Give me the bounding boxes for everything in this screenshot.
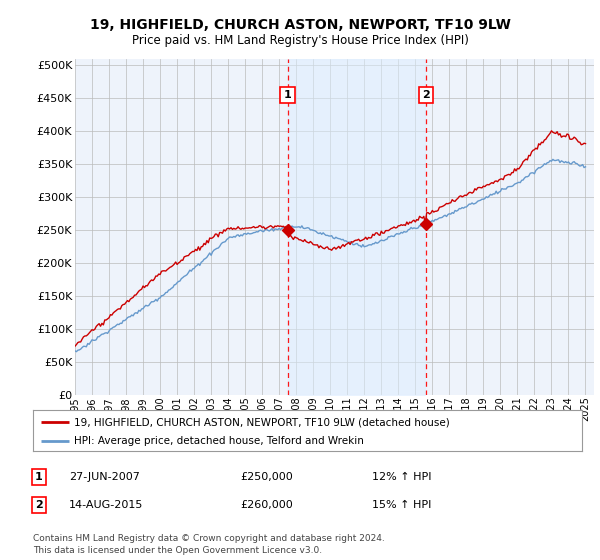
Text: 2: 2 bbox=[422, 90, 430, 100]
Text: Price paid vs. HM Land Registry's House Price Index (HPI): Price paid vs. HM Land Registry's House … bbox=[131, 34, 469, 47]
Text: 19, HIGHFIELD, CHURCH ASTON, NEWPORT, TF10 9LW (detached house): 19, HIGHFIELD, CHURCH ASTON, NEWPORT, TF… bbox=[74, 417, 450, 427]
Text: Contains HM Land Registry data © Crown copyright and database right 2024.
This d: Contains HM Land Registry data © Crown c… bbox=[33, 534, 385, 555]
Text: £250,000: £250,000 bbox=[240, 472, 293, 482]
Text: £260,000: £260,000 bbox=[240, 500, 293, 510]
Text: 19, HIGHFIELD, CHURCH ASTON, NEWPORT, TF10 9LW: 19, HIGHFIELD, CHURCH ASTON, NEWPORT, TF… bbox=[89, 18, 511, 32]
Text: 1: 1 bbox=[284, 90, 292, 100]
Text: HPI: Average price, detached house, Telford and Wrekin: HPI: Average price, detached house, Telf… bbox=[74, 436, 364, 446]
Text: 2: 2 bbox=[35, 500, 43, 510]
Text: 15% ↑ HPI: 15% ↑ HPI bbox=[372, 500, 431, 510]
Text: 12% ↑ HPI: 12% ↑ HPI bbox=[372, 472, 431, 482]
Text: 14-AUG-2015: 14-AUG-2015 bbox=[69, 500, 143, 510]
Text: 27-JUN-2007: 27-JUN-2007 bbox=[69, 472, 140, 482]
Text: 1: 1 bbox=[35, 472, 43, 482]
